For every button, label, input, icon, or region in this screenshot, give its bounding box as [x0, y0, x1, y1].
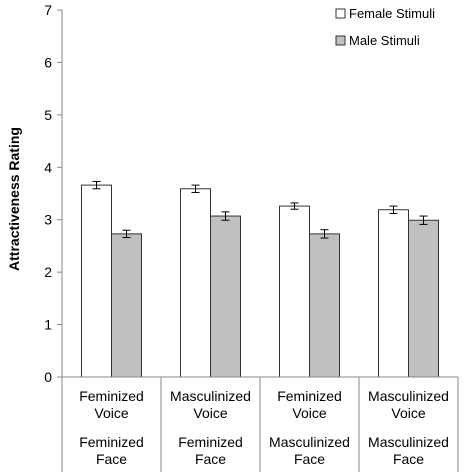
- y-tick-label: 0: [44, 369, 52, 385]
- bar-male-stimuli: [408, 219, 439, 378]
- legend-swatch: [335, 35, 346, 46]
- x-category-voice-label: Feminized: [79, 388, 144, 404]
- x-category-face-label: Face: [294, 451, 325, 467]
- x-category-face-label: Feminized: [79, 434, 144, 450]
- legend-label: Female Stimuli: [349, 6, 435, 21]
- error-bar: [221, 211, 230, 221]
- error-bars: [92, 180, 428, 239]
- y-tick-label: 3: [44, 212, 52, 228]
- y-tick-label: 4: [44, 159, 52, 175]
- x-category-face-label: Masculinized: [368, 434, 449, 450]
- x-axis-labels: FeminizedVoiceFeminizedFaceMasculinizedV…: [61, 377, 459, 472]
- error-bar: [92, 180, 101, 190]
- x-category-face-label: Masculinized: [269, 434, 350, 450]
- legend-swatch: [335, 8, 346, 19]
- x-category-voice-label: Masculinized: [170, 388, 251, 404]
- x-category-voice-label: Voice: [193, 405, 227, 421]
- x-category-face-label: Face: [195, 451, 226, 467]
- bar-female-stimuli: [279, 205, 310, 378]
- x-category-face-label: Face: [393, 451, 424, 467]
- error-bar: [389, 205, 398, 214]
- bar-female-stimuli: [180, 188, 211, 378]
- x-category-voice-label: Voice: [292, 405, 326, 421]
- y-tick-label: 6: [44, 54, 52, 70]
- legend: Female Stimuli Male Stimuli: [335, 6, 435, 48]
- legend-label: Male Stimuli: [349, 33, 420, 48]
- y-tick-label: 5: [44, 107, 52, 123]
- bar-female-stimuli: [378, 209, 409, 378]
- error-bar: [122, 229, 131, 239]
- x-category-face-label: Feminized: [178, 434, 243, 450]
- bar-male-stimuli: [309, 233, 340, 378]
- error-bar: [290, 202, 299, 210]
- error-bar: [191, 184, 200, 193]
- x-category-voice-label: Feminized: [277, 388, 342, 404]
- bar-male-stimuli: [111, 233, 142, 378]
- legend-entry: Male Stimuli: [335, 33, 420, 48]
- y-tick-label: 2: [44, 264, 52, 280]
- x-category-face-label: Face: [96, 451, 127, 467]
- y-tick-label: 1: [44, 317, 52, 333]
- bar-male-stimuli: [210, 215, 241, 378]
- error-bar: [320, 229, 329, 239]
- error-bar: [419, 215, 428, 225]
- x-category-voice-label: Masculinized: [368, 388, 449, 404]
- y-axis-ticks: 0 1 2 3 4 5 6 7: [44, 2, 62, 385]
- y-axis-label: Attractiveness Rating: [6, 127, 22, 271]
- bar-female-stimuli: [81, 184, 112, 378]
- bars: [81, 184, 439, 378]
- x-category-voice-label: Voice: [391, 405, 425, 421]
- x-category-voice-label: Voice: [94, 405, 128, 421]
- legend-entry: Female Stimuli: [335, 6, 435, 21]
- y-tick-label: 7: [44, 2, 52, 18]
